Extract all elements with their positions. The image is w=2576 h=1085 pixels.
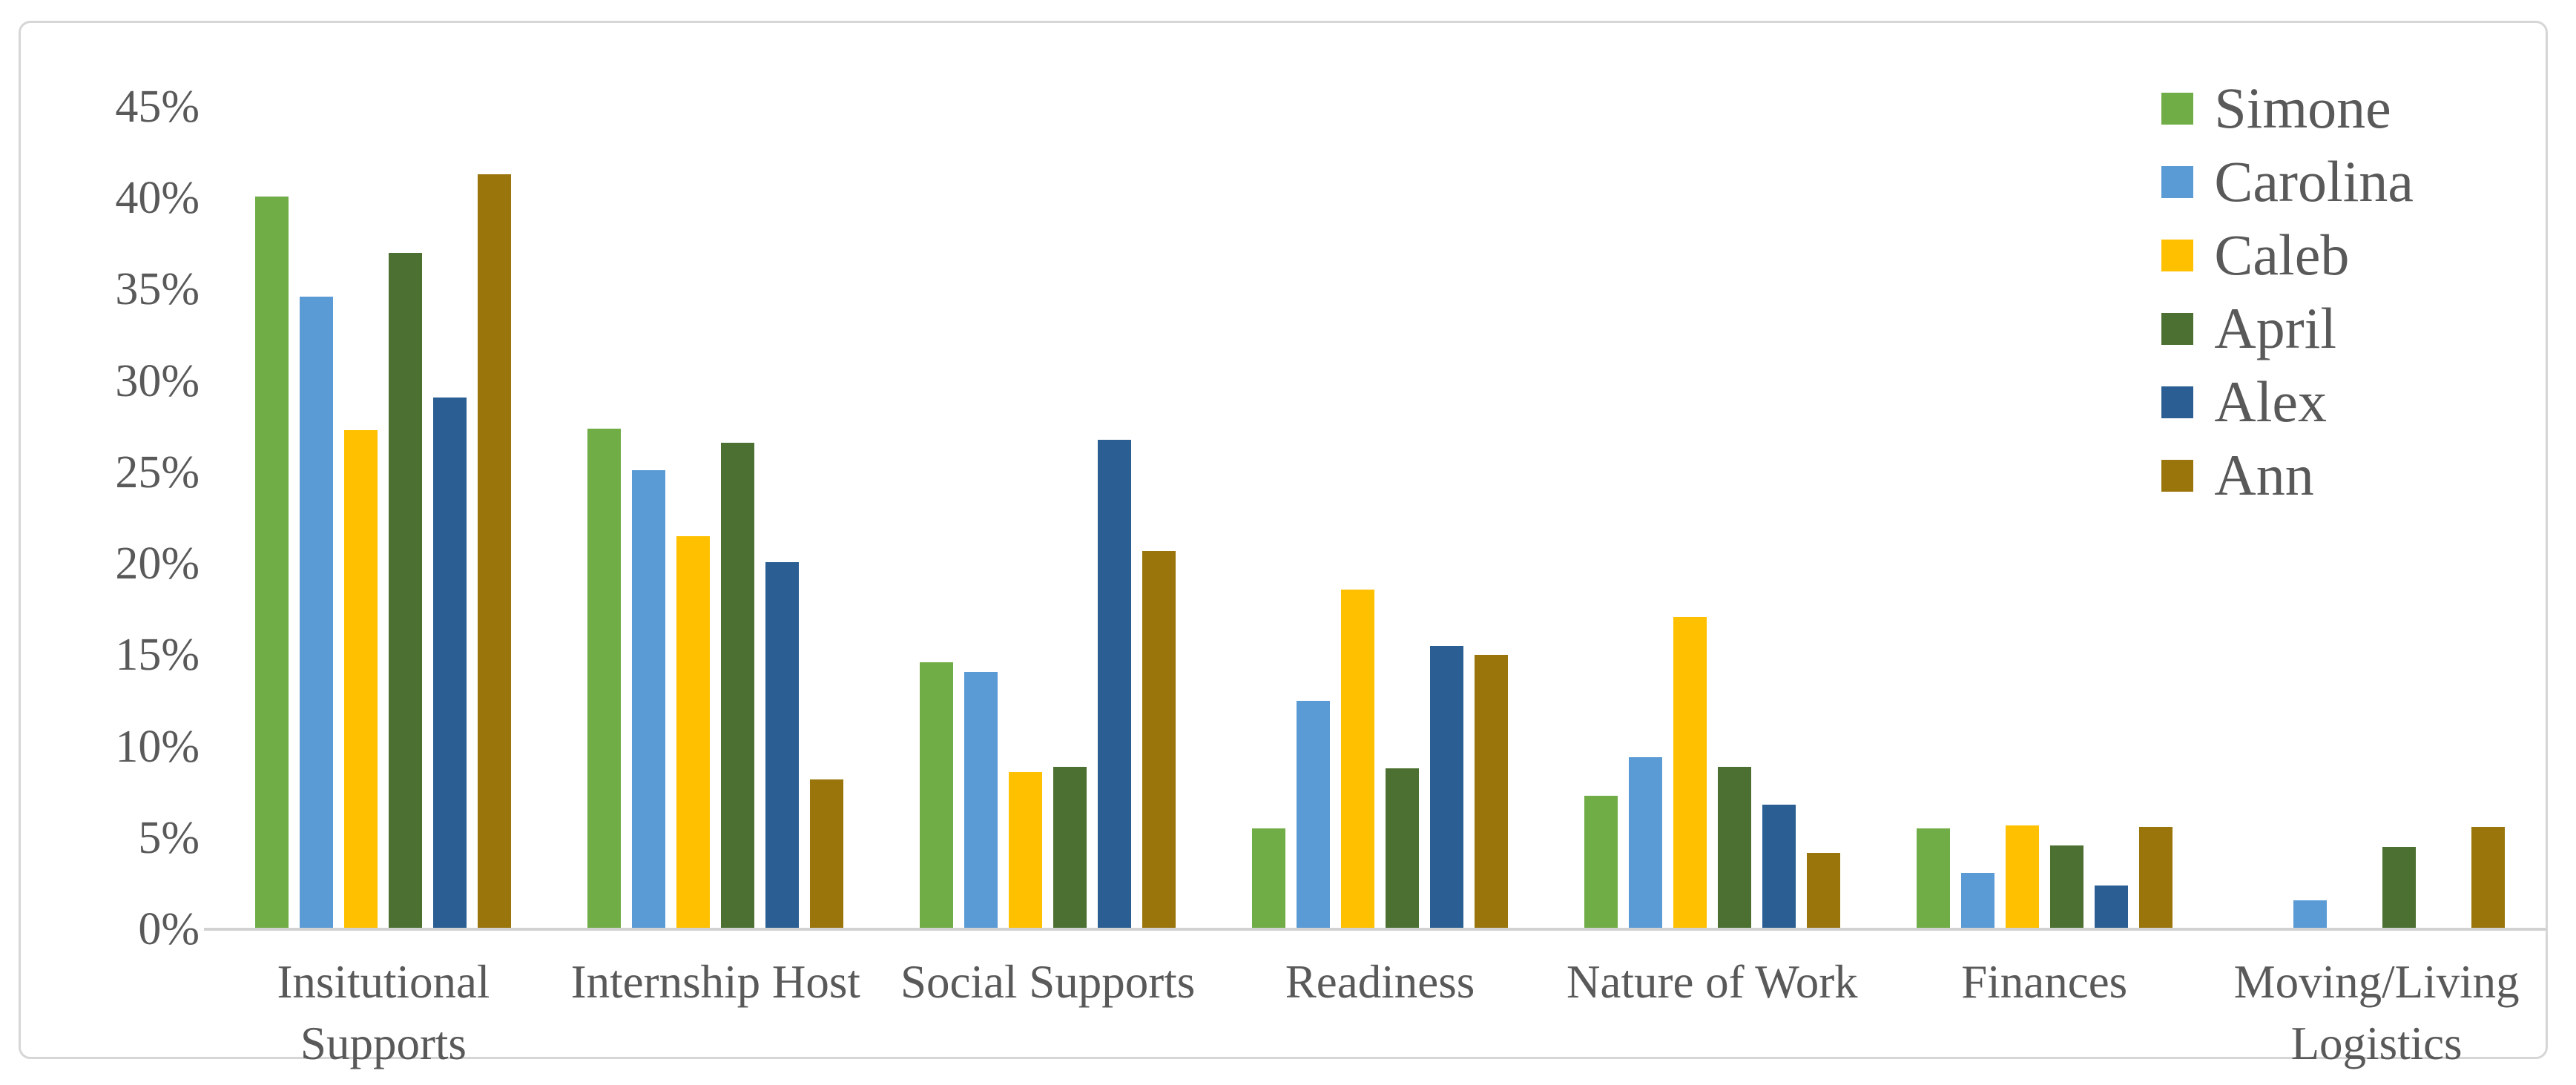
y-axis-tick-label: 25% [115, 446, 200, 498]
bar-group-4 [1214, 107, 1546, 929]
legend-item-ann: Ann [2161, 446, 2414, 504]
bar-simone [1916, 828, 1950, 929]
bar-ann [1475, 655, 1508, 929]
bar-simone [587, 428, 622, 929]
bar-carolina [1960, 872, 1994, 929]
bar-alex [1098, 439, 1132, 929]
bar-april [2049, 845, 2083, 929]
x-axis-label: Moving/Living Logistics [2233, 956, 2520, 1070]
bar-april [2382, 847, 2416, 929]
legend-item-carolina: Carolina [2161, 153, 2414, 211]
bar-group-5 [1546, 107, 1878, 929]
bar-simone [1584, 796, 1618, 929]
y-axis-tick-label: 5% [138, 812, 200, 863]
y-axis-tick-label: 15% [115, 630, 200, 681]
x-axis-label: Social Supports [900, 956, 1196, 1008]
bar-alex [1762, 805, 1796, 929]
x-axis-label: Finances [1961, 956, 2128, 1008]
legend: Simone Carolina Caleb April Alex Ann [2161, 79, 2414, 504]
bar-group-6 [1878, 107, 2210, 929]
bar-ann [1142, 550, 1176, 929]
x-axis-labels: Insitutional Supports Internship Host Soci… [217, 952, 2543, 1075]
bar-group-7 [2210, 107, 2543, 929]
bar-april [1717, 766, 1751, 929]
y-axis-tick-label: 20% [115, 538, 200, 590]
legend-item-caleb: Caleb [2161, 226, 2414, 284]
legend-swatch-icon [2161, 239, 2194, 271]
bar-ann [810, 779, 844, 929]
bar-caleb [1673, 616, 1707, 929]
legend-swatch-icon [2161, 459, 2194, 492]
legend-item-april: April [2161, 300, 2414, 357]
bar-simone [920, 662, 954, 929]
bar-simone [255, 196, 289, 929]
bar-carolina [2293, 900, 2327, 929]
bar-april [1053, 766, 1087, 929]
bar-simone [1252, 828, 1285, 929]
bar-carolina [964, 671, 998, 929]
bar-april [389, 253, 423, 929]
bar-alex [433, 397, 467, 929]
plot-area: 0% 5% 10% 15% 20% 25% 30% 35% 40% 45% Insitutiona… [115, 84, 2546, 1069]
legend-item-simone: Simone [2161, 79, 2414, 137]
x-axis-label: Insitutional Supports [277, 956, 490, 1070]
x-axis-line [204, 928, 2546, 931]
bar-ann [2138, 827, 2173, 929]
bar-caleb [344, 430, 378, 929]
bar-alex [1430, 646, 1463, 929]
bar-carolina [300, 297, 334, 929]
bar-carolina [1297, 700, 1330, 929]
legend-label: Caleb [2214, 222, 2350, 287]
y-axis-tick-label: 10% [115, 721, 200, 772]
bar-group-1 [217, 107, 550, 929]
legend-swatch-icon [2161, 312, 2194, 345]
legend-swatch-icon [2161, 386, 2194, 418]
legend-swatch-icon [2161, 165, 2194, 198]
bar-caleb [1009, 772, 1043, 929]
legend-label: Carolina [2214, 149, 2414, 214]
legend-label: April [2214, 296, 2337, 360]
bar-group-2 [550, 107, 882, 929]
bar-caleb [2005, 825, 2039, 929]
bar-ann [1806, 852, 1840, 929]
bar-alex [765, 561, 800, 929]
bar-groups [217, 107, 2543, 929]
legend-label: Simone [2214, 76, 2391, 140]
legend-swatch-icon [2161, 92, 2194, 125]
bar-april [1386, 768, 1419, 929]
y-axis-tick-label: 35% [115, 264, 200, 315]
x-axis-label: Nature of Work [1567, 956, 1858, 1008]
legend-item-alex: Alex [2161, 373, 2414, 431]
legend-label: Alex [2214, 369, 2328, 434]
bar-alex [2094, 885, 2128, 929]
bar-ann [2471, 827, 2505, 929]
bar-carolina [632, 470, 666, 929]
legend-label: Ann [2214, 443, 2314, 507]
y-axis-tick-label: 40% [115, 173, 200, 224]
y-axis-tick-label: 30% [115, 355, 200, 406]
bar-group-3 [882, 107, 1214, 929]
y-axis-tick-label: 45% [115, 82, 200, 132]
x-axis-label: Readiness [1285, 956, 1475, 1008]
chart-frame: 0% 5% 10% 15% 20% 25% 30% 35% 40% 45% Insitutiona… [19, 21, 2548, 1069]
bar-carolina [1628, 757, 1662, 929]
bar-ann [478, 174, 512, 929]
bar-caleb [1341, 589, 1374, 929]
bar-april [721, 443, 755, 929]
y-axis-tick-label: 0% [138, 904, 200, 954]
bar-caleb [676, 536, 711, 929]
x-axis-label: Internship Host [570, 956, 860, 1008]
